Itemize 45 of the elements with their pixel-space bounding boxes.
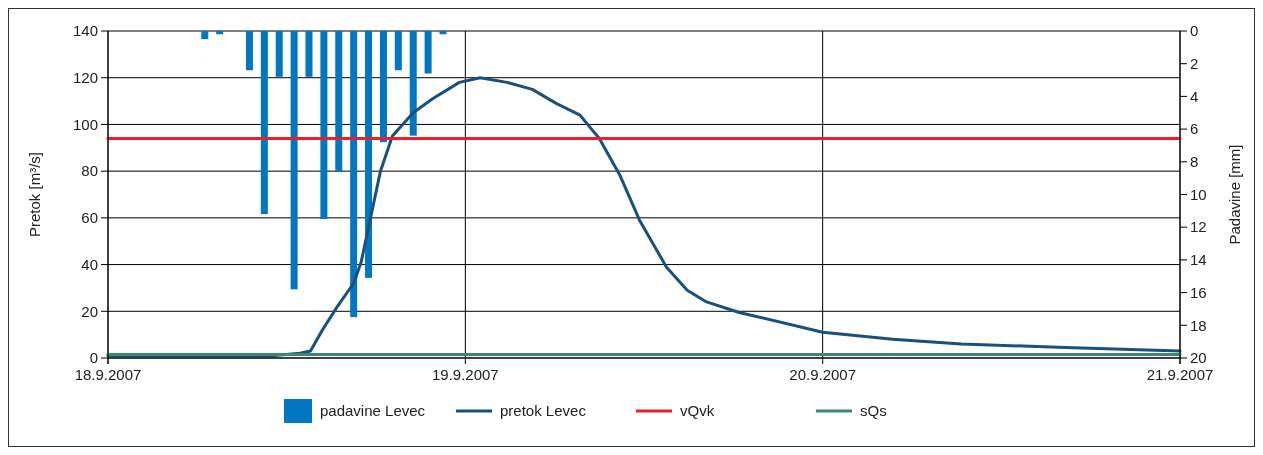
bar bbox=[335, 31, 343, 172]
bar bbox=[201, 31, 209, 40]
bar bbox=[245, 31, 253, 71]
y2-axis-title: Padavine [mm] bbox=[1226, 144, 1243, 245]
legend-label: padavine Levec bbox=[320, 402, 426, 420]
y2-tick-label: 18 bbox=[1190, 316, 1207, 334]
bar bbox=[409, 31, 417, 136]
y-tick-label: 20 bbox=[81, 302, 98, 320]
bar bbox=[260, 31, 268, 215]
y2-tick-label: 2 bbox=[1190, 54, 1199, 72]
bar bbox=[305, 31, 313, 77]
bar bbox=[290, 31, 298, 290]
y-tick-label: 80 bbox=[81, 162, 98, 180]
y-axis-title: Pretok [m³/s] bbox=[26, 151, 43, 238]
y-tick-label: 40 bbox=[81, 255, 98, 273]
bar bbox=[394, 31, 402, 71]
bar bbox=[379, 31, 387, 143]
y2-tick-label: 6 bbox=[1190, 120, 1199, 138]
bar bbox=[216, 31, 224, 35]
x-tick-label: 19.9.2007 bbox=[431, 366, 499, 383]
x-tick-label: 20.9.2007 bbox=[789, 366, 857, 383]
bar bbox=[424, 31, 432, 74]
y2-tick-label: 12 bbox=[1190, 218, 1207, 236]
y-tick-label: 120 bbox=[72, 68, 98, 86]
y2-tick-label: 14 bbox=[1190, 251, 1207, 269]
y-tick-label: 100 bbox=[72, 115, 98, 133]
bar bbox=[275, 31, 283, 77]
bar bbox=[365, 31, 373, 278]
y2-tick-label: 8 bbox=[1190, 153, 1199, 171]
y2-tick-label: 10 bbox=[1190, 185, 1207, 203]
y2-tick-label: 0 bbox=[1190, 22, 1199, 40]
y2-tick-label: 16 bbox=[1190, 283, 1207, 301]
y-tick-label: 60 bbox=[81, 209, 98, 227]
y2-tick-label: 20 bbox=[1190, 349, 1207, 367]
legend-label: pretok Levec bbox=[500, 402, 587, 420]
x-tick-label: 18.9.2007 bbox=[74, 366, 142, 383]
y2-tick-label: 4 bbox=[1190, 87, 1199, 105]
y-tick-label: 0 bbox=[89, 349, 98, 367]
bar bbox=[439, 31, 447, 35]
bar bbox=[350, 31, 358, 318]
legend-label: sQs bbox=[860, 402, 887, 420]
y-tick-label: 140 bbox=[72, 22, 98, 40]
bar bbox=[320, 31, 328, 220]
x-tick-label: 21.9.2007 bbox=[1146, 366, 1214, 383]
legend-label: vQvk bbox=[680, 402, 715, 420]
